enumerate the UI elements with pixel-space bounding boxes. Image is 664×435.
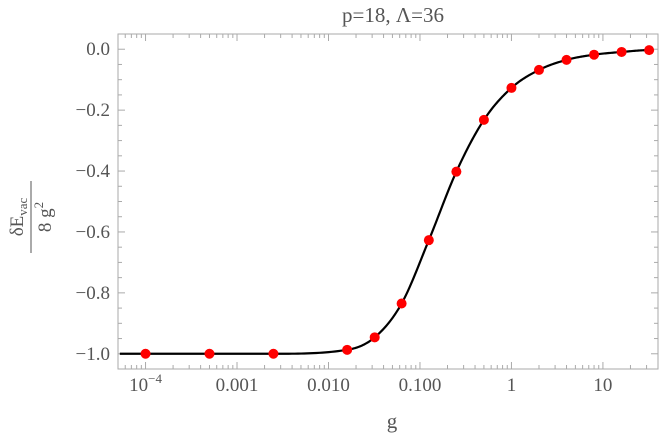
data-point [369,332,380,343]
y-tick-label: −0.2 [76,100,110,121]
x-tick-label: 10−4 [129,371,162,396]
data-point [616,46,627,57]
data-point [533,64,544,75]
x-tick-label: 0.100 [399,375,442,396]
y-axis-label: δEvac 8 g2 [7,181,56,253]
y-label-numerator: δE [7,216,28,237]
data-point [451,166,462,177]
y-label-denominator-sup: 2 [31,202,46,209]
data-point [140,348,151,359]
data-point [342,344,353,355]
x-tick-label: 10 [593,375,612,396]
curve-layer [119,49,650,355]
y-tick-label: 0.0 [86,39,110,60]
axis-ticks: 10−4 0.001 0.010 0.100 1 10 0.0 −0.2 −0.4 −0.6 −0.… [76,34,659,396]
y-label-denominator: 8 g [35,208,56,232]
data-point [268,348,279,359]
points-layer [140,45,655,359]
svg-text:8 g2: 8 g2 [31,202,56,232]
data-point [506,82,517,93]
fit-curve [119,49,650,355]
y-label-numerator-sub: vac [15,197,30,215]
y-tick-label: −0.4 [76,161,111,182]
y-tick-label: −0.8 [76,283,110,304]
chart-title: p=18, Λ=36 [342,3,444,27]
x-tick-label: 1 [507,375,517,396]
x-tick-label: 0.010 [307,375,350,396]
svg-text:δEvac: δEvac [7,197,30,236]
y-tick-label: −0.6 [76,222,110,243]
data-point [396,298,407,309]
data-point [589,49,600,60]
y-tick-label: −1.0 [76,344,110,365]
x-axis-label: g [387,409,398,433]
plot-frame [117,33,659,370]
data-point [478,114,489,125]
data-point [423,235,434,246]
data-point [644,45,655,56]
data-point [204,348,215,359]
x-tick-label: 0.001 [216,375,259,396]
data-point [561,54,572,65]
